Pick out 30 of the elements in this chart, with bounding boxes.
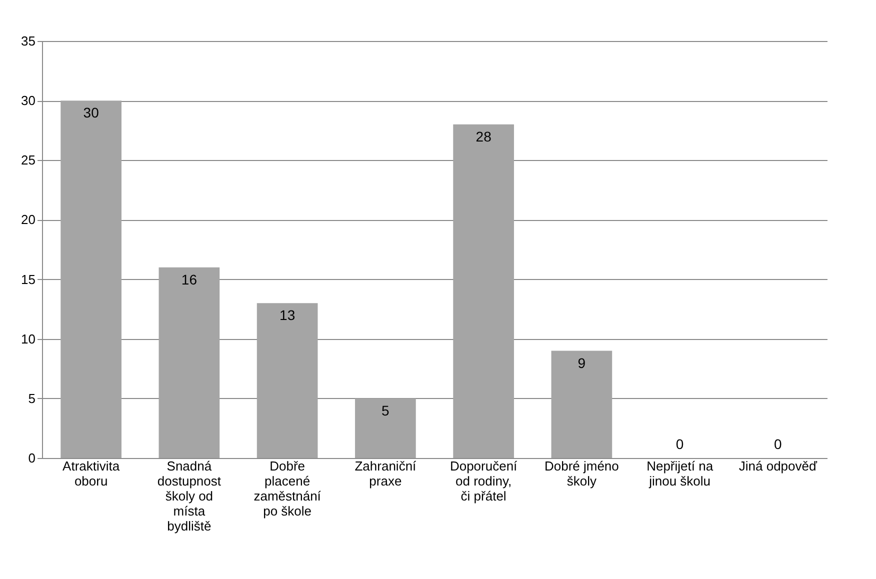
y-tick-label: 0 [28,450,36,466]
bar [551,350,612,458]
x-tick-label: Dobře placené zaměstnání po škole [254,458,322,518]
bar [60,100,122,458]
x-tick-label: Dobré jméno školy [544,458,619,488]
y-tick-label: 20 [21,212,36,228]
x-tick-label: Snadná dostupnost školy od místa bydliště [157,458,222,534]
bar [158,267,220,458]
bar [256,303,318,458]
data-label: 28 [476,128,492,144]
data-label: 5 [382,402,390,418]
y-tick-label: 25 [21,152,36,168]
y-tick-label: 10 [21,331,36,346]
data-label: 0 [774,436,782,452]
y-tick-label: 5 [28,390,36,406]
x-tick-label: Jiná odpověď [738,458,818,474]
y-tick-label: 15 [21,272,36,287]
x-tick-label: Nepřijetí na jinou školu [646,458,714,488]
x-tick-label: Atraktivita oboru [62,458,120,488]
y-tick-label: 30 [21,93,36,108]
data-label: 13 [280,307,296,324]
bar [453,124,514,458]
data-label: 9 [578,354,586,371]
x-tick-label: Doporučení od rodiny, či přátel [450,458,518,504]
data-label: 16 [181,271,198,288]
data-label: 0 [676,436,684,452]
x-tick-label: Zahraniční praxe [354,458,417,488]
y-tick-label: 35 [21,34,36,48]
bar [355,398,416,458]
data-label: 30 [83,104,100,121]
